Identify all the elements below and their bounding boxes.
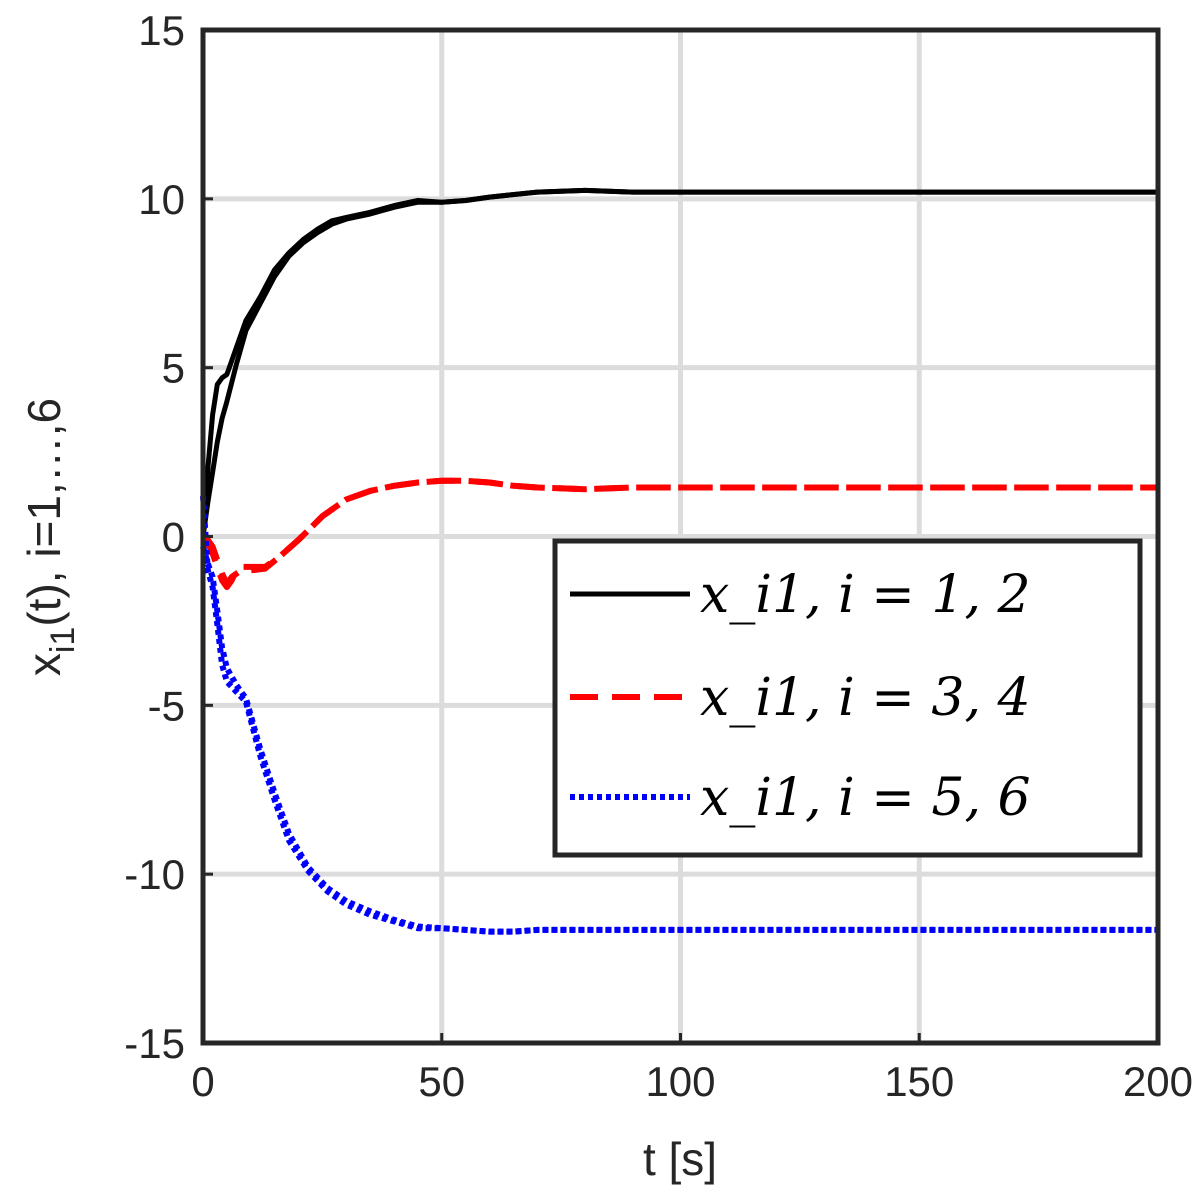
x-tick-label: 150 — [884, 1058, 954, 1105]
legend-entry-3: x_i1, i = 5, 6 — [700, 768, 1031, 828]
y-axis-label: xi1(t), i=1,…,6 — [18, 398, 82, 676]
y-tick-label: 15 — [138, 7, 185, 54]
x-axis-label: t [s] — [643, 1133, 717, 1185]
legend-entry-2: x_i1, i = 3, 4 — [700, 668, 1031, 728]
series-3-line-2 — [200, 545, 1158, 935]
plot-lines — [200, 187, 1158, 935]
y-axis-label-sub: i1 — [44, 627, 82, 653]
x-tick-label: 100 — [645, 1058, 715, 1105]
legend-entry-1: x_i1, i = 1, 2 — [700, 565, 1031, 625]
legend: x_i1, i = 1, 2 x_i1, i = 3, 4 x_i1, i = … — [552, 538, 1143, 858]
y-axis-label-main: x — [18, 653, 70, 676]
x-tick-label: 200 — [1123, 1058, 1193, 1105]
y-tick-label: 0 — [162, 514, 185, 561]
y-tick-label: -5 — [148, 682, 185, 729]
series-2-line-2 — [201, 477, 1158, 587]
series-1-line-2 — [200, 187, 1158, 537]
y-tick-label: 5 — [162, 345, 185, 392]
y-tick-label: -15 — [124, 1020, 185, 1067]
x-tick-label: 50 — [418, 1058, 465, 1105]
x-tick-label: 0 — [191, 1058, 214, 1105]
y-tick-label: 10 — [138, 176, 185, 223]
y-axis-label-rest: (t), i=1,…,6 — [18, 398, 70, 627]
y-tick-label: -10 — [124, 851, 185, 898]
